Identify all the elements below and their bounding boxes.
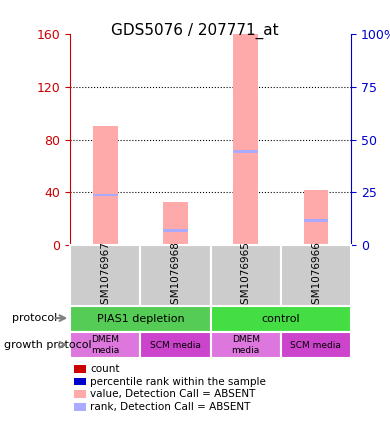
Bar <box>70 306 211 332</box>
Text: protocol: protocol <box>12 313 57 323</box>
Text: GSM1076967: GSM1076967 <box>100 241 110 311</box>
Text: control: control <box>261 314 300 324</box>
Text: growth protocol: growth protocol <box>4 340 92 350</box>
Text: GDS5076 / 207771_at: GDS5076 / 207771_at <box>111 23 279 39</box>
Bar <box>163 229 188 232</box>
Bar <box>233 150 258 153</box>
Bar <box>303 219 328 222</box>
Text: rank, Detection Call = ABSENT: rank, Detection Call = ABSENT <box>90 402 251 412</box>
Text: GSM1076966: GSM1076966 <box>311 241 321 311</box>
Bar <box>93 194 118 196</box>
Text: SCM media: SCM media <box>150 341 201 350</box>
Text: GSM1076968: GSM1076968 <box>170 241 181 311</box>
Bar <box>303 190 328 245</box>
Bar <box>70 245 140 307</box>
Bar <box>140 332 211 358</box>
Text: PIAS1 depletion: PIAS1 depletion <box>97 314 184 324</box>
Bar <box>233 34 258 245</box>
Text: percentile rank within the sample: percentile rank within the sample <box>90 376 266 387</box>
Bar <box>74 378 86 385</box>
Text: GSM1076965: GSM1076965 <box>241 241 251 311</box>
Text: value, Detection Call = ABSENT: value, Detection Call = ABSENT <box>90 389 256 399</box>
Bar <box>74 365 86 373</box>
Bar <box>74 390 86 398</box>
Text: DMEM
media: DMEM media <box>91 335 119 355</box>
Bar <box>211 306 351 332</box>
Text: DMEM
media: DMEM media <box>232 335 260 355</box>
Text: SCM media: SCM media <box>291 341 341 350</box>
Bar <box>211 332 281 358</box>
Bar <box>163 202 188 245</box>
Bar <box>281 245 351 307</box>
Bar <box>74 403 86 411</box>
Bar <box>281 332 351 358</box>
Bar <box>140 245 211 307</box>
Bar <box>211 245 281 307</box>
Bar <box>70 332 140 358</box>
Text: count: count <box>90 364 120 374</box>
Bar <box>93 126 118 245</box>
